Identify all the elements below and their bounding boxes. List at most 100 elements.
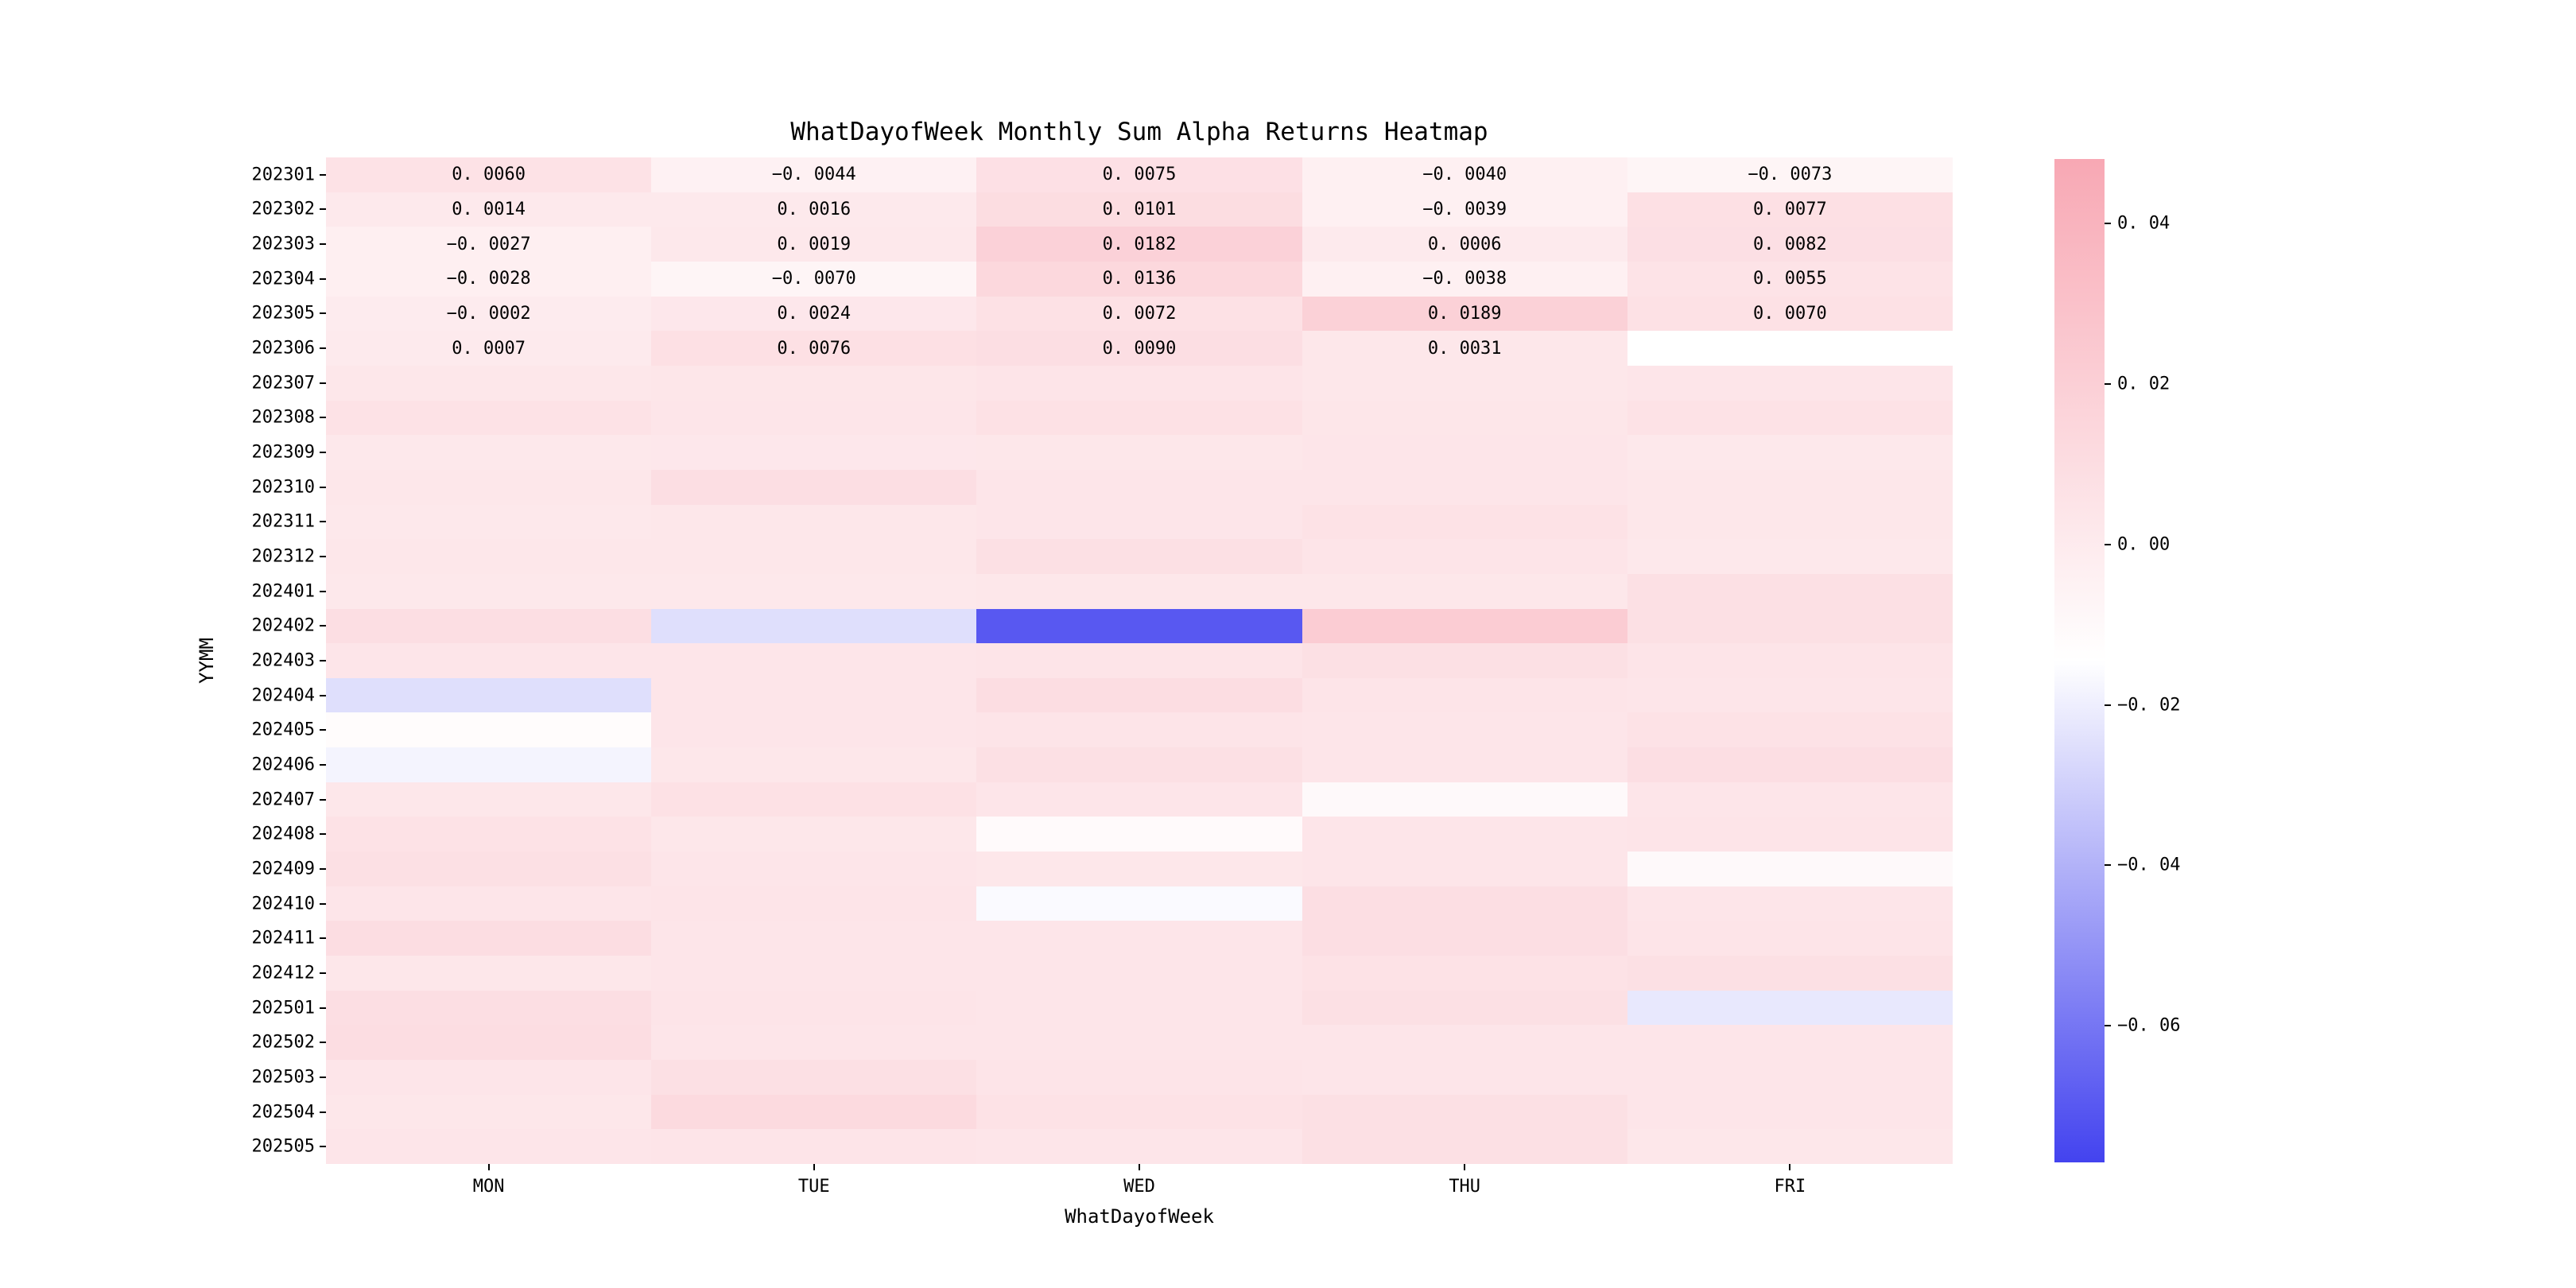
y-tick-mark — [320, 452, 326, 454]
heatmap-cell — [1302, 1129, 1627, 1164]
y-tick-mark — [320, 763, 326, 766]
y-tick-mark — [320, 867, 326, 870]
colorbar-tick-mark — [2105, 543, 2111, 545]
heatmap-cell — [651, 782, 977, 817]
heatmap-cell — [1627, 817, 1953, 852]
heatmap-cell — [326, 747, 652, 782]
heatmap-cell — [1302, 469, 1627, 505]
chart-title: WhatDayofWeek Monthly Sum Alpha Returns … — [790, 118, 1488, 146]
heatmap-cell — [976, 539, 1302, 574]
y-tick-mark — [320, 417, 326, 419]
heatmap-cell — [1627, 921, 1953, 956]
heatmap-cell — [651, 1129, 977, 1164]
heatmap-cell — [1627, 331, 1953, 366]
heatmap-cell — [651, 435, 977, 470]
heatmap-cell — [326, 886, 652, 921]
heatmap-cell — [326, 1129, 652, 1164]
heatmap-cell — [976, 817, 1302, 852]
y-axis-label: YYMM — [196, 638, 218, 684]
heatmap-cell — [1627, 435, 1953, 470]
colorbar-tick-label: 0. 02 — [2117, 374, 2171, 394]
heatmap-cell — [1302, 712, 1627, 748]
y-tick-label: 202308 — [251, 407, 315, 428]
heatmap-cell — [976, 921, 1302, 956]
heatmap-cell — [1627, 643, 1953, 678]
colorbar-tick-mark — [2105, 704, 2111, 706]
heatmap-cell — [976, 782, 1302, 817]
heatmap-cell — [651, 817, 977, 852]
y-tick-label: 202306 — [251, 338, 315, 359]
heatmap-cell — [651, 886, 977, 921]
y-tick-label: 202409 — [251, 859, 315, 879]
heatmap-cell — [1302, 1025, 1627, 1061]
y-tick-mark — [320, 972, 326, 974]
colorbar-tick-label: −0. 02 — [2117, 695, 2181, 716]
y-tick-mark — [320, 833, 326, 836]
colorbar-tick-mark — [2105, 382, 2111, 385]
colorbar-tick-mark — [2105, 222, 2111, 224]
heatmap-cell: −0. 0027 — [326, 227, 652, 262]
heatmap-cell — [326, 435, 652, 470]
heatmap-cell — [976, 365, 1302, 401]
heatmap-cell — [1627, 677, 1953, 713]
x-tick-label: THU — [1449, 1177, 1481, 1197]
heatmap-cell — [326, 504, 652, 540]
heatmap-cell: −0. 0070 — [651, 261, 977, 297]
y-tick-mark — [320, 937, 326, 940]
heatmap-cell — [651, 956, 977, 991]
heatmap-cell — [326, 573, 652, 609]
y-tick-label: 202404 — [251, 685, 315, 706]
y-tick-label: 202412 — [251, 963, 315, 983]
x-tick-label: WED — [1123, 1177, 1155, 1197]
heatmap-cell: 0. 0189 — [1302, 296, 1627, 332]
y-tick-mark — [320, 208, 326, 211]
y-tick-label: 202309 — [251, 442, 315, 463]
y-tick-label: 202312 — [251, 546, 315, 567]
y-tick-label: 202405 — [251, 720, 315, 740]
heatmap-cell — [1302, 852, 1627, 886]
y-tick-mark — [320, 277, 326, 280]
y-tick-mark — [320, 521, 326, 523]
heatmap-cell — [1627, 573, 1953, 609]
heatmap-cell — [1627, 1129, 1953, 1164]
heatmap-cell — [1302, 504, 1627, 540]
heatmap-cell — [651, 1025, 977, 1061]
y-tick-mark — [320, 173, 326, 176]
heatmap-cell: 0. 0019 — [651, 227, 977, 262]
heatmap-cell — [1302, 643, 1627, 678]
heatmap-cell — [1302, 400, 1627, 436]
heatmap-cell: 0. 0016 — [651, 192, 977, 227]
x-tick-mark — [1789, 1164, 1791, 1170]
y-tick-mark — [320, 798, 326, 801]
heatmap-cell — [976, 504, 1302, 540]
heatmap-cell — [1627, 504, 1953, 540]
y-tick-mark — [320, 625, 326, 627]
heatmap-cell — [326, 852, 652, 886]
heatmap-cell — [976, 573, 1302, 609]
y-tick-label: 202310 — [251, 477, 315, 498]
heatmap-cell — [976, 608, 1302, 644]
y-tick-mark — [320, 1076, 326, 1078]
colorbar-tick-label: −0. 06 — [2117, 1015, 2181, 1036]
y-tick-label: 202410 — [251, 894, 315, 914]
colorbar-tick-label: 0. 00 — [2117, 534, 2171, 555]
heatmap-cell — [976, 712, 1302, 748]
heatmap-cell: 0. 0075 — [976, 157, 1302, 192]
heatmap-cell: 0. 0182 — [976, 227, 1302, 262]
y-tick-mark — [320, 382, 326, 384]
heatmap-cell — [1627, 782, 1953, 817]
heatmap-cell — [1627, 712, 1953, 748]
heatmap-cell — [1627, 886, 1953, 921]
heatmap-cell — [326, 782, 652, 817]
heatmap-cell: −0. 0038 — [1302, 261, 1627, 297]
y-tick-label: 202401 — [251, 581, 315, 602]
heatmap-cell — [1302, 747, 1627, 782]
x-tick-mark — [487, 1164, 490, 1170]
heatmap-cell — [1302, 956, 1627, 991]
heatmap-cell — [1302, 573, 1627, 609]
heatmap-cell — [326, 990, 652, 1026]
y-tick-label: 202408 — [251, 824, 315, 844]
heatmap-cell — [1302, 1094, 1627, 1130]
heatmap-cell — [1302, 921, 1627, 956]
heatmap-cell — [1627, 1025, 1953, 1061]
